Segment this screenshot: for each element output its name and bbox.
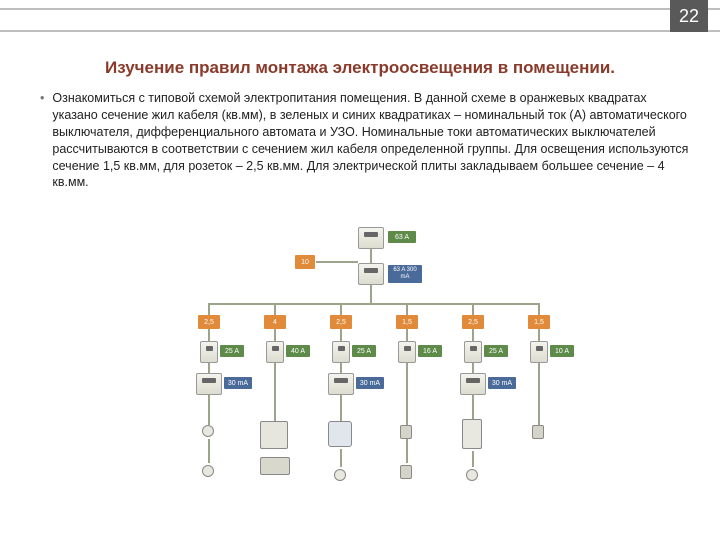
wire <box>406 363 408 399</box>
branch-rcd <box>328 373 354 395</box>
branch-breaker <box>332 341 350 363</box>
wire <box>274 303 276 315</box>
wire <box>406 329 408 341</box>
socket-icon <box>334 469 346 481</box>
main-rcd <box>358 263 384 285</box>
branch-breaker <box>200 341 218 363</box>
main-rcd-label: 63 A 300 mA <box>388 265 422 283</box>
cable-label: 2,5 <box>330 315 352 329</box>
page-title: Изучение правил монтажа электроосвещения… <box>0 58 720 78</box>
cable-label: 2,5 <box>462 315 484 329</box>
wire <box>406 303 408 315</box>
wire <box>274 363 276 399</box>
washer-icon <box>328 421 352 447</box>
wire <box>340 363 342 373</box>
rcd-label: 30 mA <box>488 377 516 389</box>
rcd-label: 30 mA <box>224 377 252 389</box>
branch-breaker <box>530 341 548 363</box>
header-line-bottom <box>0 30 720 32</box>
socket-icon <box>202 425 214 437</box>
microwave-icon <box>260 457 290 475</box>
socket-icon <box>202 465 214 477</box>
fridge-icon <box>462 419 482 449</box>
wire <box>406 439 408 463</box>
body-text: Ознакомиться с типовой схемой электропит… <box>52 90 690 191</box>
cable-label: 2,5 <box>198 315 220 329</box>
breaker-label: 40 A <box>286 345 310 357</box>
wire <box>370 285 372 303</box>
light-icon <box>532 425 544 439</box>
wire <box>472 363 474 373</box>
wire <box>472 303 474 315</box>
wire <box>340 303 342 315</box>
branch-breaker <box>266 341 284 363</box>
bullet-dot: • <box>40 90 44 191</box>
wire <box>472 451 474 467</box>
breaker-label: 25 A <box>484 345 508 357</box>
wire <box>316 261 358 263</box>
breaker-label: 25 A <box>352 345 376 357</box>
header-line-top <box>0 8 720 10</box>
breaker-label: 16 A <box>418 345 442 357</box>
socket-icon <box>466 469 478 481</box>
wire <box>340 329 342 341</box>
wire <box>472 329 474 341</box>
cable-label: 1,5 <box>396 315 418 329</box>
wire <box>538 303 540 315</box>
main-breaker <box>358 227 384 249</box>
wire <box>538 399 540 425</box>
wire <box>274 329 276 341</box>
branch-breaker <box>398 341 416 363</box>
branch-rcd <box>460 373 486 395</box>
wire <box>208 303 210 315</box>
main-breaker-label: 63 A <box>388 231 416 243</box>
header-bar: 22 <box>0 0 720 32</box>
wire <box>208 363 210 373</box>
wire <box>208 439 210 463</box>
input-cable-label: 10 <box>295 255 315 269</box>
wire <box>370 249 372 263</box>
breaker-label: 10 A <box>550 345 574 357</box>
breaker-label: 25 A <box>220 345 244 357</box>
wire <box>208 395 210 425</box>
wire <box>208 329 210 341</box>
cable-label: 4 <box>264 315 286 329</box>
body-paragraph: • Ознакомиться с типовой схемой электроп… <box>40 90 690 191</box>
light-icon <box>400 425 412 439</box>
wire-bus <box>208 303 538 305</box>
wire <box>340 449 342 467</box>
cable-label: 1,5 <box>528 315 550 329</box>
wiring-diagram: 10 63 A 63 A 300 mA 2,5 4 2,5 1,5 2,5 1,… <box>180 225 580 520</box>
page-number: 22 <box>670 0 708 32</box>
branch-rcd <box>196 373 222 395</box>
wire <box>538 363 540 399</box>
wire <box>406 399 408 425</box>
wire <box>538 329 540 341</box>
light-icon <box>400 465 412 479</box>
branch-breaker <box>464 341 482 363</box>
rcd-label: 30 mA <box>356 377 384 389</box>
stove-icon <box>260 421 288 449</box>
